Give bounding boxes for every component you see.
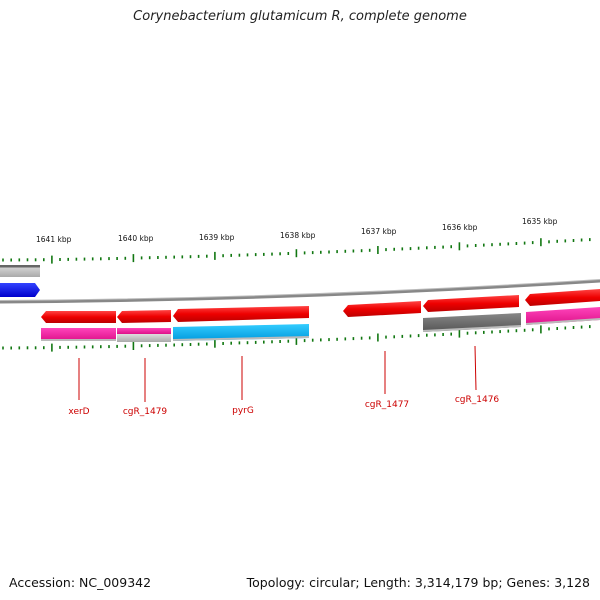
function-bar-xerD[interactable] xyxy=(41,328,116,341)
feature-blue-outer[interactable] xyxy=(0,283,40,297)
tick-label-1638: 1638 kbp xyxy=(280,231,316,240)
genome-summary-text: Topology: circular; Length: 3,314,179 bp… xyxy=(246,575,590,590)
tick-label-1640: 1640 kbp xyxy=(118,234,154,243)
function-bar-cgR_1479-gray[interactable] xyxy=(117,334,171,342)
gene-label-cgR_1476[interactable]: cgR_1476 xyxy=(455,395,500,405)
ruler-ticks-upper xyxy=(2,238,591,264)
cds-arrow-pyrG[interactable] xyxy=(173,306,309,322)
function-bar-cgR_1479-magenta[interactable] xyxy=(117,328,171,334)
tick-label-1635: 1635 kbp xyxy=(522,217,558,226)
genome-backbone xyxy=(0,279,600,304)
ruler-labels: 1641 kbp 1640 kbp 1639 kbp 1638 kbp 1637… xyxy=(36,217,558,244)
map-title: Corynebacterium glutamicum R, complete g… xyxy=(133,9,467,24)
tick-label-1639: 1639 kbp xyxy=(199,233,235,242)
cds-arrow-cgR_1476[interactable] xyxy=(423,295,519,312)
feature-lightgray-outer[interactable] xyxy=(0,265,40,277)
ruler-ticks-lower xyxy=(2,325,591,352)
gene-label-cgR_1479[interactable]: cgR_1479 xyxy=(123,407,168,417)
gene-callouts xyxy=(78,345,477,402)
gene-label-pyrG[interactable]: pyrG xyxy=(232,406,254,416)
cds-arrow-cgR_1477[interactable] xyxy=(343,301,421,317)
tick-label-1637: 1637 kbp xyxy=(361,227,397,236)
cds-arrow-next[interactable] xyxy=(525,289,600,306)
tick-label-1636: 1636 kbp xyxy=(442,223,478,232)
cds-arrow-cgR_1479[interactable] xyxy=(117,310,171,323)
gene-label-xerD[interactable]: xerD xyxy=(68,407,89,417)
gene-label-cgR_1477[interactable]: cgR_1477 xyxy=(365,400,409,410)
accession-text: Accession: NC_009342 xyxy=(9,575,152,590)
tick-label-1641: 1641 kbp xyxy=(36,235,72,244)
cds-arrow-xerD[interactable] xyxy=(41,311,116,323)
